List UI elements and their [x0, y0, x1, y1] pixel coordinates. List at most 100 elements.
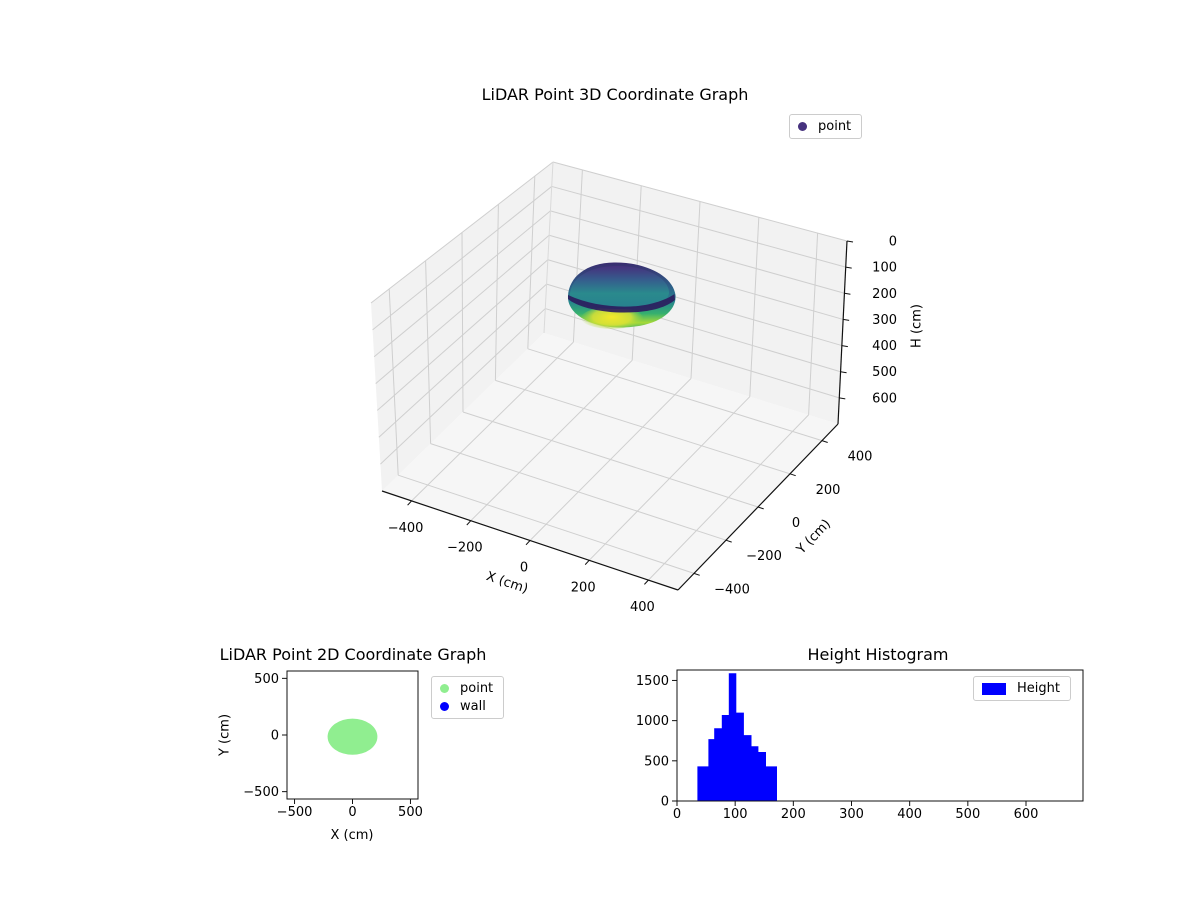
y-tick-label: −400 [714, 582, 750, 597]
grid-z-left [378, 283, 547, 438]
grid-z-left [380, 308, 546, 465]
legend-item-wall-2d: wall [440, 699, 493, 714]
x-tick-label: 0 [520, 561, 528, 576]
hist-legend: Height [973, 676, 1071, 701]
x-tick-label: 100 [723, 807, 748, 822]
x-tick-label: 200 [781, 807, 806, 822]
grid-y-wall [425, 260, 432, 444]
grid-y-wall [461, 232, 464, 413]
grid-z-right [550, 210, 845, 294]
grid-y-floor [527, 348, 823, 442]
y-tick-label: 1000 [636, 714, 669, 729]
point-cloud-3d [567, 262, 676, 329]
x-tick-label: −500 [277, 805, 313, 820]
pane-left [371, 162, 553, 491]
x-tick [466, 520, 472, 526]
x-tick-label: 400 [897, 807, 922, 822]
z-tick [839, 397, 846, 400]
x-tick [525, 540, 531, 546]
wall-marker-icon [440, 702, 449, 711]
plot2d-title: LiDAR Point 2D Coordinate Graph [219, 645, 487, 664]
x-tick [644, 579, 649, 585]
grid-y-wall [494, 204, 499, 381]
plot3d-legend: point [789, 114, 863, 139]
y-tick [693, 572, 700, 576]
z-tick [843, 318, 850, 321]
y-tick-label: 0 [271, 729, 279, 744]
hist-axes: 0 100 200 300 400 500 600 0 500 1000 1500 [636, 669, 1084, 822]
z-tick [844, 292, 851, 295]
x-tick-label: 200 [571, 580, 596, 595]
x-tick-label: 0 [348, 805, 356, 820]
y-tick [757, 506, 764, 510]
grid-y-wall [527, 176, 536, 349]
grid-y-floor [462, 411, 759, 508]
z-tick-label: 200 [872, 287, 897, 302]
legend-item-height: Height [982, 681, 1060, 696]
z-tick-label: 600 [872, 391, 897, 406]
legend-label: wall [460, 699, 486, 714]
y-tick-label: −500 [243, 785, 279, 800]
point-marker-icon [440, 684, 449, 693]
legend-item-point-3d: point [798, 119, 851, 134]
point-cluster-2d [327, 718, 378, 755]
point-marker-icon [798, 122, 807, 131]
legend-item-point-2d: point [440, 681, 493, 696]
plot3d-title: LiDAR Point 3D Coordinate Graph [481, 85, 749, 104]
z-tick-label: 400 [872, 339, 897, 354]
pane-floor [382, 333, 838, 590]
z-tick [841, 345, 848, 348]
y-tick-label: 0 [792, 516, 800, 531]
y-tick-label: −200 [746, 549, 782, 564]
point-cloud-bowl-interior [569, 265, 670, 310]
grid-z-right [549, 234, 844, 320]
y-tick [789, 473, 796, 477]
hist-title: Height Histogram [807, 645, 949, 664]
z-tick-label: 100 [872, 261, 897, 276]
y-tick-label: 400 [848, 450, 873, 465]
height-swatch-icon [982, 682, 1006, 695]
grid-x-wall [690, 201, 701, 379]
z-tick [840, 371, 847, 374]
plot2d-legend: point wall [431, 676, 505, 719]
x-tick [584, 559, 590, 565]
x-tick-label: −400 [388, 521, 424, 536]
grid-x-wall [572, 169, 583, 343]
grid-x-wall [808, 233, 819, 415]
y-tick [725, 539, 732, 543]
hist-frame [676, 669, 1084, 802]
grid-z-left [372, 186, 553, 331]
z-tick-label: 300 [872, 313, 897, 328]
y-tick-label: 500 [254, 672, 279, 687]
x-tick-label: −200 [447, 541, 483, 556]
x-tick-label: 0 [673, 807, 681, 822]
grid-y-floor [430, 443, 727, 541]
grid-x-wall [749, 217, 760, 397]
legend-label: point [460, 681, 494, 696]
plot2d-yaxis-label: Y (cm) [217, 713, 233, 757]
point-cloud-dark-rim-band [568, 294, 675, 313]
grid-y-floor [495, 379, 791, 475]
z-tick-label: 0 [889, 235, 897, 250]
grid-z-left [373, 210, 551, 358]
x-tick-label: 500 [398, 805, 423, 820]
y-tick [821, 440, 828, 443]
x-tick [407, 500, 412, 506]
plot3d-axes: −400 −200 0 200 400 −400 −200 0 200 400 0 100 200 300… [381, 235, 897, 615]
plot3d-panes-grid [370, 161, 848, 590]
edge-back [543, 161, 554, 334]
grid-z-left [375, 234, 550, 384]
y-tick-label: 200 [816, 483, 841, 498]
plot2d-xaxis-label: X (cm) [330, 828, 374, 843]
grid-z-right [551, 185, 846, 268]
plot2d-axes: −500 0 500 −500 0 500 [243, 670, 423, 820]
z-tick-label: 500 [872, 365, 897, 380]
grid-y-floor [398, 474, 695, 574]
legend-label: Height [1017, 681, 1060, 696]
hist-bars [697, 673, 777, 801]
y-tick-label: 0 [661, 795, 669, 810]
y-tick-label: 1500 [636, 674, 669, 689]
grid-z-right [552, 161, 848, 242]
